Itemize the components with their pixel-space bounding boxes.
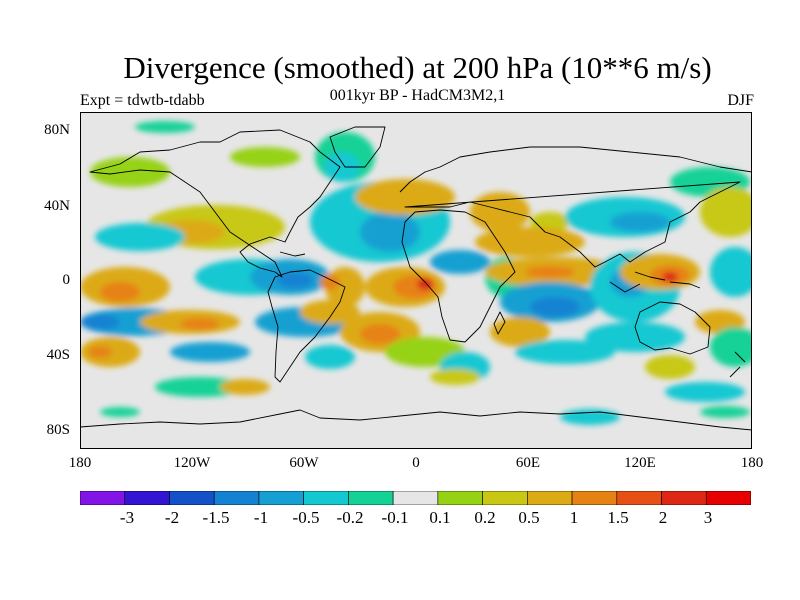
colorbar-label: -2 <box>164 508 180 527</box>
lat-label-40s: 40S <box>46 347 70 363</box>
coastline-greenland <box>329 126 386 168</box>
anomaly-blob <box>490 317 550 347</box>
colorbar-label: 3 <box>703 508 713 527</box>
coastline-antarctica <box>80 409 752 431</box>
colorbar-swatch <box>616 491 662 505</box>
anomaly-blob <box>710 247 752 297</box>
lon-label-120e: 120E <box>624 455 656 471</box>
colorbar-swatch <box>705 491 751 505</box>
anomaly-blob <box>90 157 170 187</box>
colorbar-swatch <box>571 491 618 505</box>
colorbar-swatch <box>437 491 483 505</box>
colorbar-swatch <box>213 491 260 505</box>
anomaly-blob <box>220 379 270 395</box>
experiment-label: Expt = tdwtb-tdabb <box>80 92 205 109</box>
lon-label-180e: 180 <box>740 455 764 471</box>
anomaly-blob <box>360 212 420 252</box>
anomaly-blob <box>230 147 300 167</box>
colorbar-label: 0.5 <box>518 508 540 527</box>
anomaly-blob <box>360 324 400 344</box>
anomaly-blob <box>430 250 490 274</box>
map-title: Divergence (smoothed) at 200 hPa (10**6 … <box>123 50 712 85</box>
colorbar-label: -0.5 <box>292 508 320 527</box>
anomaly-blob <box>530 297 580 317</box>
map-frame <box>80 112 752 449</box>
anomaly-blob <box>710 327 752 367</box>
anomaly-blob <box>585 322 685 352</box>
anomaly-blob <box>355 179 455 215</box>
coastline-maritime-continent <box>609 271 701 293</box>
anomaly-blob <box>610 212 670 232</box>
colorbar-label: 2 <box>658 508 668 527</box>
coastline-australia <box>634 301 711 355</box>
anomaly-blob <box>525 266 575 278</box>
anomaly-blob <box>320 274 340 290</box>
anomaly-blob <box>170 342 250 362</box>
colorbar-swatch <box>392 491 439 505</box>
colorbar-swatch <box>482 491 528 505</box>
lat-label-80s: 80S <box>46 422 70 438</box>
lon-label-60e: 60E <box>515 455 541 471</box>
colorbar-label: 1 <box>569 508 579 527</box>
anomaly-blob <box>662 272 678 282</box>
colorbar-swatch <box>303 491 349 505</box>
anomaly-blob <box>430 369 480 385</box>
season-label: DJF <box>727 92 754 109</box>
anomaly-blob <box>88 346 112 358</box>
anomaly-blob <box>700 406 750 418</box>
lat-label-40n: 40N <box>44 198 70 214</box>
coastlines <box>80 126 752 431</box>
colorbar-label: 0.2 <box>474 508 496 527</box>
colorbar-label: -1.5 <box>202 508 230 527</box>
colorbar-swatch <box>258 491 304 505</box>
colorbar-label: -3 <box>119 508 135 527</box>
colorbar-swatch <box>661 491 707 505</box>
colorbar <box>80 491 751 505</box>
anomaly-blob <box>305 345 355 369</box>
anomaly-blob <box>100 407 140 417</box>
lon-label-120w: 120W <box>173 455 211 471</box>
colorbar-label: -1 <box>253 508 269 527</box>
coastline-south-america <box>267 269 346 383</box>
anomaly-blob <box>324 152 360 182</box>
anomaly-blob <box>80 314 120 330</box>
anomaly-blob <box>180 318 220 330</box>
colorbar-label: 0.1 <box>429 508 451 527</box>
colorbar-swatch <box>169 491 215 505</box>
anomaly-blob <box>100 282 140 302</box>
lat-label-80n: 80N <box>44 122 70 138</box>
colorbar-label: -0.1 <box>381 508 409 527</box>
map-subtitle: 001kyr BP - HadCM3M2,1 <box>329 87 506 104</box>
anomaly-blob <box>95 223 185 251</box>
anomaly-blob <box>475 227 585 257</box>
anomaly-blob <box>300 300 360 324</box>
colorbar-label: 1.5 <box>607 508 629 527</box>
anomaly-blob <box>645 355 695 379</box>
anomaly-blob <box>700 187 752 237</box>
coastline-madagascar <box>493 311 506 335</box>
coastline-africa <box>401 209 516 343</box>
divergence-map <box>80 112 752 449</box>
colorbar-swatch <box>527 491 573 505</box>
lon-label-0: 0 <box>412 455 420 471</box>
lon-label-180w: 180 <box>68 455 92 471</box>
anomaly-blob <box>665 382 745 402</box>
coastline-caribbean <box>279 251 306 257</box>
lat-label-eq: 0 <box>62 272 71 288</box>
coastline-north-america <box>89 129 341 278</box>
anomaly-blob <box>515 340 615 364</box>
coastline-eurasia <box>399 146 752 268</box>
anomaly-blob <box>155 377 245 397</box>
colorbar-label: -0.2 <box>336 508 364 527</box>
anomaly-blob <box>277 272 313 288</box>
colorbar-swatch <box>80 491 126 505</box>
anomaly-blob <box>135 121 195 133</box>
colorbar-swatch <box>124 491 170 505</box>
lon-label-60w: 60W <box>289 455 319 471</box>
coastline-new-zealand <box>729 351 746 378</box>
anomaly-blob <box>560 409 620 425</box>
colorbar-swatch <box>348 491 394 505</box>
